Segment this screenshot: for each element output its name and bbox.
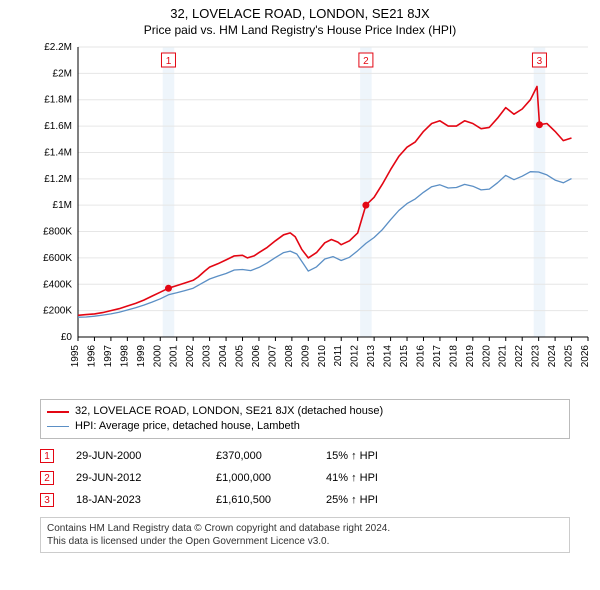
svg-text:1997: 1997 <box>103 345 114 368</box>
price-chart: £0 £200K £400K £600K £800K £1M £1.2M £1.4M £1.6M… <box>34 41 594 391</box>
svg-text:£2.2M: £2.2M <box>44 42 72 53</box>
svg-text:2009: 2009 <box>300 345 311 368</box>
svg-text:2019: 2019 <box>465 345 476 368</box>
svg-text:2014: 2014 <box>383 345 394 368</box>
svg-text:1999: 1999 <box>136 345 147 368</box>
svg-text:2013: 2013 <box>366 345 377 368</box>
legend-row-price-paid: 32, LOVELACE ROAD, LONDON, SE21 8JX (det… <box>47 404 563 419</box>
transaction-date: 29-JUN-2000 <box>76 450 216 462</box>
legend-row-hpi: HPI: Average price, detached house, Lamb… <box>47 419 563 434</box>
svg-text:£800K: £800K <box>43 227 72 238</box>
svg-text:2006: 2006 <box>251 345 262 368</box>
svg-text:£200K: £200K <box>43 306 72 317</box>
transaction-delta: 41% ↑ HPI <box>326 472 570 484</box>
svg-text:2007: 2007 <box>267 345 278 368</box>
svg-text:2024: 2024 <box>547 345 558 368</box>
svg-text:2002: 2002 <box>185 345 196 368</box>
legend-label-hpi: HPI: Average price, detached house, Lamb… <box>75 419 300 434</box>
svg-text:£1.6M: £1.6M <box>44 121 72 132</box>
attribution-footer: Contains HM Land Registry data © Crown c… <box>40 517 570 553</box>
svg-text:2010: 2010 <box>317 345 328 368</box>
chart-legend: 32, LOVELACE ROAD, LONDON, SE21 8JX (det… <box>40 399 570 439</box>
chart-title: 32, LOVELACE ROAD, LONDON, SE21 8JX <box>0 0 600 21</box>
svg-text:£1.8M: £1.8M <box>44 95 72 106</box>
svg-text:2008: 2008 <box>284 345 295 368</box>
transaction-row: 3 18-JAN-2023 £1,610,500 25% ↑ HPI <box>40 489 570 511</box>
transactions-table: 1 29-JUN-2000 £370,000 15% ↑ HPI 2 29-JU… <box>40 445 570 511</box>
legend-swatch-hpi <box>47 426 69 427</box>
transaction-marker-icon: 3 <box>40 493 54 507</box>
svg-text:£2M: £2M <box>53 68 72 79</box>
svg-text:2: 2 <box>363 56 369 67</box>
svg-text:£400K: £400K <box>43 279 72 290</box>
svg-text:2018: 2018 <box>448 345 459 368</box>
svg-text:2022: 2022 <box>514 345 525 368</box>
attribution-line: This data is licensed under the Open Gov… <box>47 535 563 548</box>
svg-text:2011: 2011 <box>333 345 344 367</box>
svg-text:3: 3 <box>537 56 543 67</box>
transaction-price: £1,610,500 <box>216 494 326 506</box>
legend-label-price-paid: 32, LOVELACE ROAD, LONDON, SE21 8JX (det… <box>75 404 383 419</box>
svg-text:1995: 1995 <box>70 345 81 368</box>
svg-text:2017: 2017 <box>432 345 443 368</box>
svg-text:£1.2M: £1.2M <box>44 174 72 185</box>
transaction-row: 1 29-JUN-2000 £370,000 15% ↑ HPI <box>40 445 570 467</box>
svg-text:2016: 2016 <box>415 345 426 368</box>
attribution-line: Contains HM Land Registry data © Crown c… <box>47 522 563 535</box>
svg-text:2023: 2023 <box>531 345 542 368</box>
svg-text:1996: 1996 <box>86 345 97 368</box>
svg-text:2004: 2004 <box>218 345 229 368</box>
svg-text:£0: £0 <box>61 332 73 343</box>
svg-text:2000: 2000 <box>152 345 163 368</box>
svg-text:1998: 1998 <box>119 345 130 368</box>
transaction-delta: 25% ↑ HPI <box>326 494 570 506</box>
transaction-marker-icon: 2 <box>40 471 54 485</box>
svg-text:2020: 2020 <box>481 345 492 368</box>
svg-text:2021: 2021 <box>498 345 509 368</box>
legend-swatch-price-paid <box>47 411 69 413</box>
svg-text:2001: 2001 <box>169 345 180 368</box>
transaction-price: £370,000 <box>216 450 326 462</box>
svg-text:£1M: £1M <box>53 200 72 211</box>
svg-text:2015: 2015 <box>399 345 410 368</box>
transaction-date: 18-JAN-2023 <box>76 494 216 506</box>
transaction-date: 29-JUN-2012 <box>76 472 216 484</box>
svg-text:2005: 2005 <box>235 345 246 368</box>
svg-text:2012: 2012 <box>350 345 361 368</box>
svg-text:1: 1 <box>166 56 172 67</box>
transaction-row: 2 29-JUN-2012 £1,000,000 41% ↑ HPI <box>40 467 570 489</box>
transaction-delta: 15% ↑ HPI <box>326 450 570 462</box>
svg-text:£1.4M: £1.4M <box>44 147 72 158</box>
chart-subtitle: Price paid vs. HM Land Registry's House … <box>0 21 600 41</box>
transaction-marker-icon: 1 <box>40 449 54 463</box>
svg-text:£600K: £600K <box>43 253 72 264</box>
svg-text:2026: 2026 <box>580 345 591 368</box>
svg-text:2025: 2025 <box>564 345 575 368</box>
transaction-price: £1,000,000 <box>216 472 326 484</box>
svg-text:2003: 2003 <box>202 345 213 368</box>
